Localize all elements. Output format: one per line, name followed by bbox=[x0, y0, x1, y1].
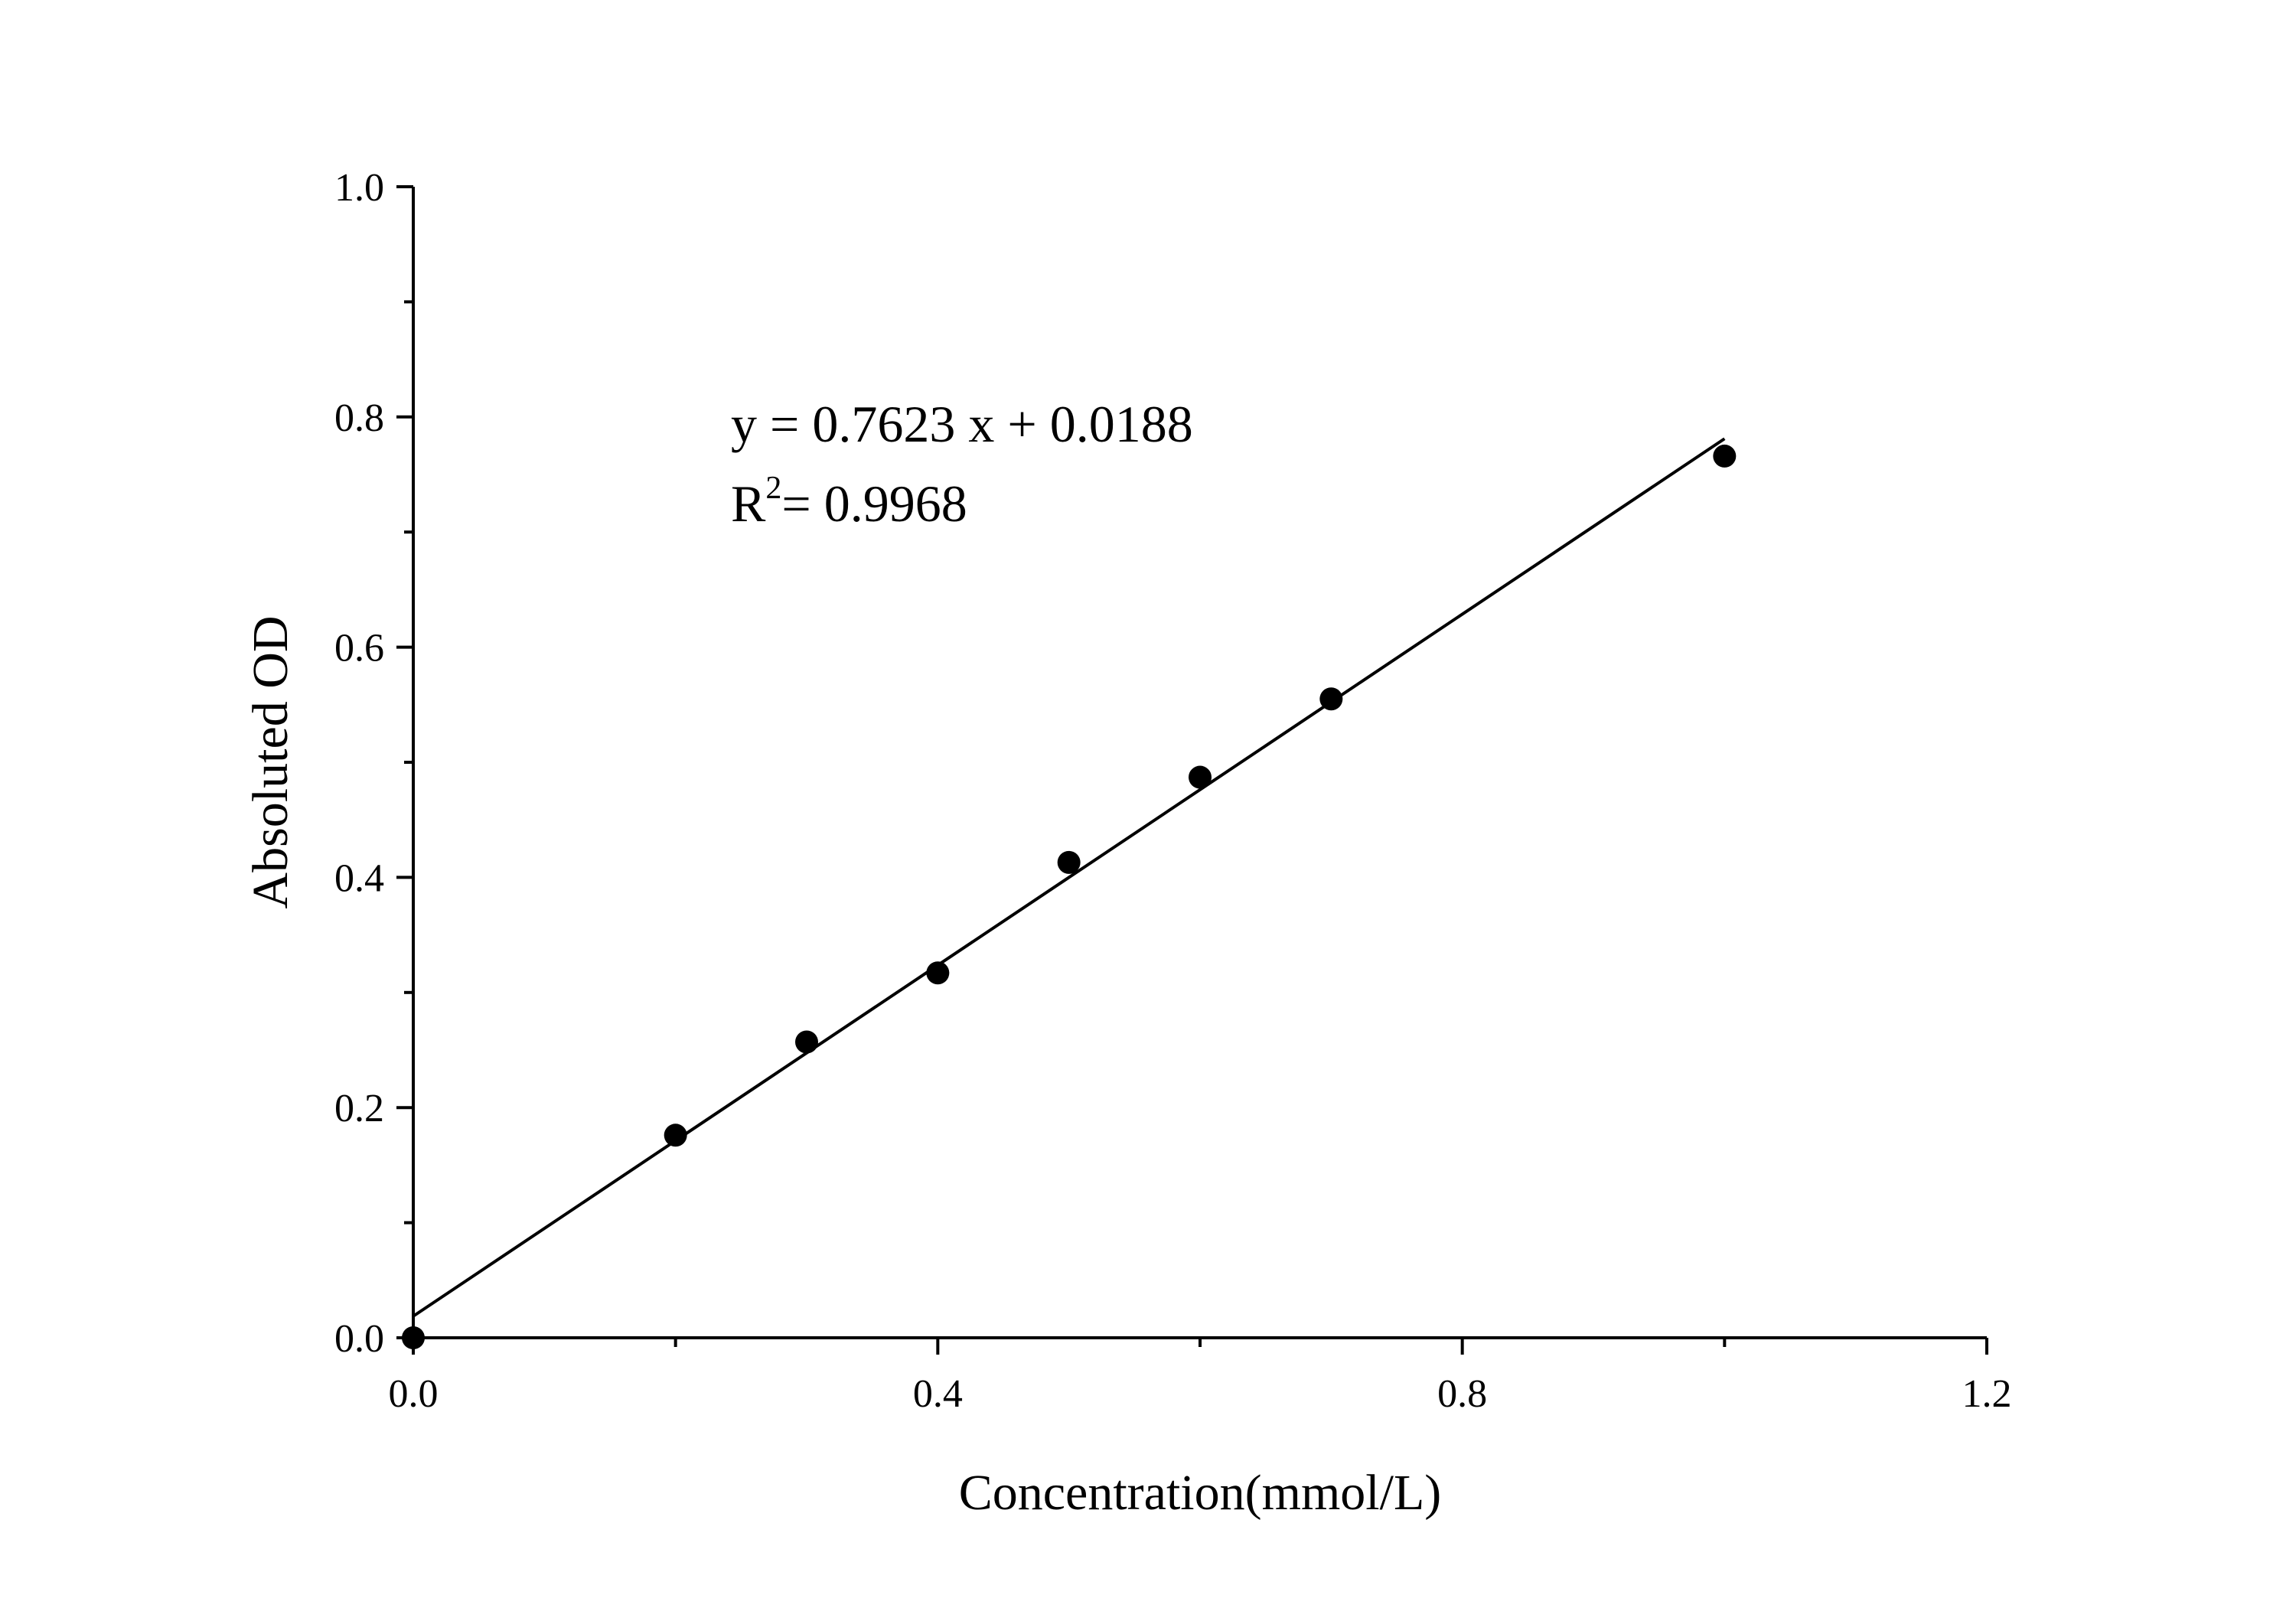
r2-value: = 0.9968 bbox=[781, 475, 967, 533]
data-point bbox=[1189, 765, 1212, 789]
ticks: 0.0 0.4 0.8 1.2 0.0 0.2 0.4 0.6 0.8 1.0 bbox=[334, 166, 2012, 1416]
fit-line bbox=[412, 437, 1726, 1318]
r2-superscript: 2 bbox=[765, 471, 781, 506]
data-point bbox=[795, 1030, 818, 1054]
x-tick-label: 0.0 bbox=[389, 1372, 439, 1416]
data-point bbox=[1713, 444, 1737, 468]
data-point bbox=[1319, 687, 1343, 711]
data-points bbox=[402, 444, 1737, 1349]
y-tick-label: 1.0 bbox=[334, 166, 384, 210]
equation-annotation: y = 0.7623 x + 0.0188 bbox=[731, 395, 1193, 453]
y-tick-label: 0.6 bbox=[334, 627, 384, 670]
r2-symbol: R bbox=[731, 475, 766, 533]
data-point bbox=[402, 1326, 425, 1349]
y-tick-label: 0.8 bbox=[334, 396, 384, 440]
data-point bbox=[926, 961, 950, 985]
y-axis-label: Absoluted OD bbox=[243, 615, 298, 908]
x-tick-label: 0.4 bbox=[913, 1372, 963, 1416]
y-tick-label: 0.0 bbox=[334, 1317, 384, 1361]
axes bbox=[412, 187, 1987, 1339]
data-point bbox=[664, 1123, 687, 1147]
data-point bbox=[1057, 850, 1081, 874]
y-tick-label: 0.2 bbox=[334, 1087, 384, 1130]
y-tick-label: 0.4 bbox=[334, 856, 384, 900]
x-tick-label: 0.8 bbox=[1437, 1372, 1487, 1416]
x-tick-label: 1.2 bbox=[1962, 1372, 2012, 1416]
r2-annotation: R2= 0.9968 bbox=[731, 471, 967, 533]
x-axis-label: Concentration(mmol/L) bbox=[959, 1465, 1442, 1521]
